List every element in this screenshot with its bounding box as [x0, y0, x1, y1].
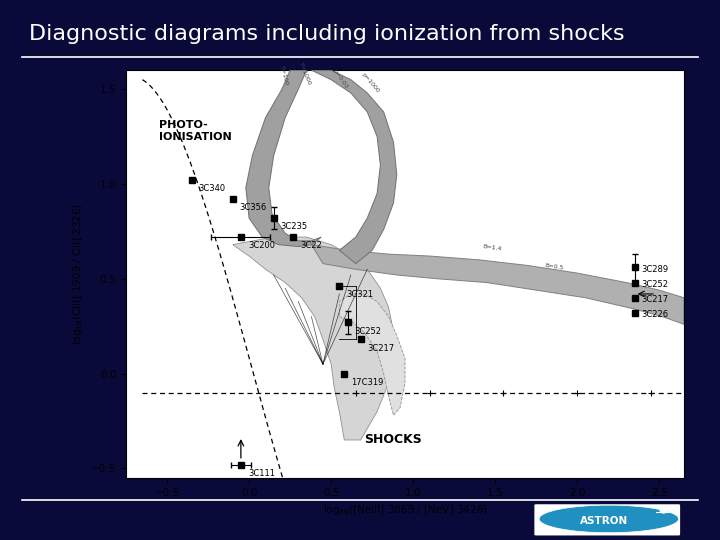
Text: p=1000: p=1000: [361, 72, 380, 94]
Text: 3C217: 3C217: [642, 295, 669, 304]
Y-axis label: log$_{10}$(CIII] 1909 / CII] 2326): log$_{10}$(CIII] 1909 / CII] 2326): [71, 203, 86, 345]
Text: SHOCKS: SHOCKS: [364, 434, 422, 447]
Polygon shape: [339, 294, 405, 415]
Text: 3C252: 3C252: [642, 280, 669, 289]
Text: 3C321: 3C321: [346, 291, 374, 300]
Text: T=1000: T=1000: [298, 62, 312, 86]
Text: Diagnostic diagrams including ionization from shocks: Diagnostic diagrams including ionization…: [29, 24, 624, 44]
Text: 3C289: 3C289: [642, 265, 669, 274]
Polygon shape: [312, 70, 397, 264]
Text: ASTRON: ASTRON: [580, 516, 629, 526]
Text: 3C22: 3C22: [300, 241, 322, 250]
Text: PHOTO-
IONISATION: PHOTO- IONISATION: [159, 120, 232, 141]
Polygon shape: [233, 237, 394, 440]
X-axis label: log$_{10}$([NeIII] 3869 / [NeV] 3426): log$_{10}$([NeIII] 3869 / [NeV] 3426): [323, 503, 487, 517]
Ellipse shape: [539, 505, 678, 532]
Text: 17C319: 17C319: [351, 377, 384, 387]
Text: B=1.4: B=1.4: [482, 244, 502, 251]
Polygon shape: [246, 70, 321, 247]
Polygon shape: [312, 245, 684, 325]
Text: 3C356: 3C356: [240, 203, 267, 212]
Text: B=0.5: B=0.5: [544, 262, 564, 271]
Text: 3C252: 3C252: [354, 327, 382, 335]
FancyBboxPatch shape: [534, 504, 680, 536]
Text: 3C200: 3C200: [248, 241, 275, 250]
Text: T=100: T=100: [279, 65, 289, 86]
Text: p=0.03: p=0.03: [331, 69, 348, 90]
Text: 3C217: 3C217: [368, 343, 395, 353]
Text: 3C226: 3C226: [642, 310, 669, 319]
Text: 3C235: 3C235: [281, 222, 307, 231]
Text: 3C340: 3C340: [199, 184, 225, 193]
Text: 3C111: 3C111: [248, 469, 275, 478]
